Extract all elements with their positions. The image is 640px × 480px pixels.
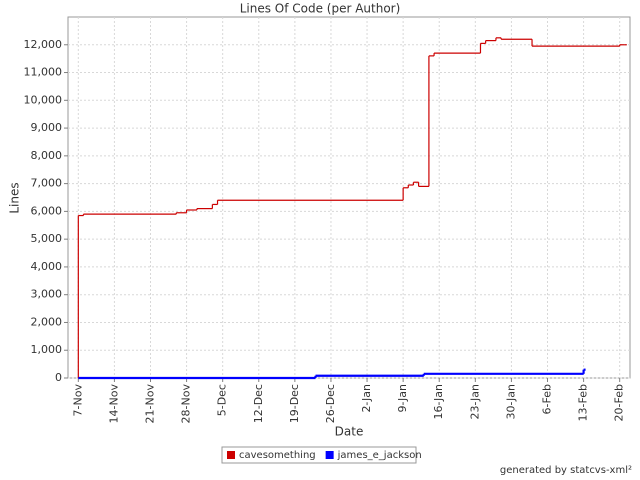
- x-tick-label: 13-Feb: [577, 384, 590, 421]
- y-tick-label: 12,000: [24, 38, 63, 51]
- x-tick-label: 9-Jan: [396, 384, 409, 413]
- legend-swatch: [325, 451, 334, 459]
- legend-box: [221, 446, 417, 464]
- y-tick-label: 6,000: [31, 204, 63, 217]
- grid: 0 1,000 2,000 3,000 4,000 5,000 6,000 7,000 8,00…: [24, 17, 630, 424]
- y-tick-label: 3,000: [31, 288, 63, 301]
- x-tick-label: 30-Jan: [504, 384, 517, 420]
- legend-label: cavesomething: [239, 450, 316, 461]
- legend: cavesomething james_e_jackson: [227, 450, 422, 461]
- x-tick-label: 23-Jan: [468, 384, 481, 420]
- footer: generated by statcvs-xml²: [500, 465, 632, 476]
- x-tick-label: 16-Jan: [432, 384, 445, 420]
- legend-swatch: [227, 451, 235, 459]
- y-tick-label: 4,000: [31, 260, 63, 273]
- x-tick-label: 6-Feb: [541, 384, 554, 414]
- x-tick-label: 26-Dec: [324, 384, 337, 423]
- y-tick-label: 9,000: [31, 121, 63, 134]
- x-tick-label: 5-Dec: [216, 384, 229, 416]
- y-axis-label: Lines: [8, 182, 22, 213]
- x-tick-label: 21-Nov: [143, 384, 156, 424]
- y-tick-label: 0: [55, 371, 62, 384]
- x-tick-label: 14-Nov: [107, 384, 120, 424]
- chart-title: Lines Of Code (per Author): [240, 2, 401, 16]
- y-tick-label: 5,000: [31, 232, 63, 245]
- x-tick-label: 28-Nov: [180, 384, 193, 424]
- y-tick-label: 1,000: [31, 343, 63, 356]
- plot-area: [67, 16, 631, 379]
- x-tick-label: 12-Dec: [252, 384, 265, 423]
- x-tick-label: 20-Feb: [613, 384, 626, 421]
- y-tick-label: 7,000: [31, 177, 63, 190]
- y-tick-label: 11,000: [24, 66, 63, 79]
- series-layer: [77, 37, 627, 380]
- x-axis-label: Date: [335, 425, 364, 439]
- y-tick-label: 2,000: [31, 315, 63, 328]
- y-tick-label: 8,000: [31, 149, 63, 162]
- legend-label: james_e_jackson: [337, 450, 422, 461]
- x-tick-label: 19-Dec: [288, 384, 301, 423]
- x-tick-label: 7-Nov: [71, 384, 84, 417]
- x-tick-label: 2-Jan: [360, 384, 373, 413]
- y-tick-label: 10,000: [24, 93, 63, 106]
